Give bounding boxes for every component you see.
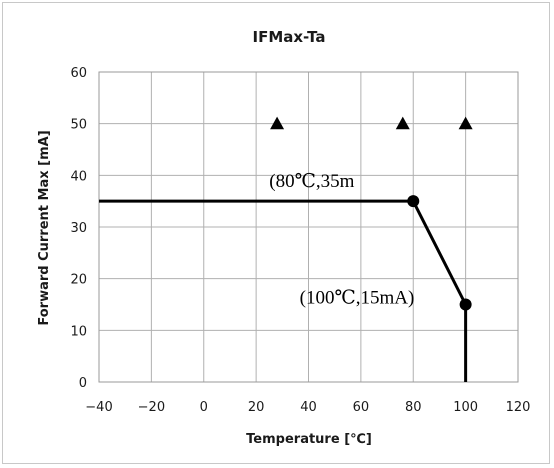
annotations: (80℃,35m (100℃,15mA) xyxy=(269,171,414,308)
x-tick-label: −20 xyxy=(138,400,165,415)
triangle-markers xyxy=(270,116,473,130)
plot-area xyxy=(98,71,519,383)
x-tick-label: 80 xyxy=(405,400,422,415)
triangle-marker xyxy=(270,116,285,130)
y-tick-label: 50 xyxy=(70,118,87,133)
x-tick-label: 100 xyxy=(453,400,478,415)
y-tick-label: 60 xyxy=(70,66,87,81)
x-tick-label: −40 xyxy=(85,400,112,415)
x-axis-label: Temperature [℃] xyxy=(246,432,372,447)
chart-frame xyxy=(2,2,550,464)
series-layer xyxy=(99,195,472,382)
x-tick-label: 20 xyxy=(248,400,265,415)
triangle-marker xyxy=(458,116,473,130)
y-tick-label: 30 xyxy=(70,221,87,236)
series-point xyxy=(407,195,420,208)
plot-border xyxy=(98,71,519,383)
x-tick-label: 120 xyxy=(506,400,531,415)
y-axis-ticks: 0 10 20 30 40 50 60 xyxy=(70,66,87,391)
series-point xyxy=(459,298,472,311)
annotation-label: (100℃,15mA) xyxy=(300,288,415,309)
annotation-label: (80℃,35m xyxy=(269,171,354,192)
x-tick-label: 40 xyxy=(300,400,317,415)
y-tick-label: 10 xyxy=(70,324,87,339)
series-line xyxy=(99,199,468,382)
y-tick-label: 40 xyxy=(70,169,87,184)
grid xyxy=(98,71,519,383)
y-tick-label: 20 xyxy=(70,273,87,288)
x-tick-label: 60 xyxy=(353,400,370,415)
y-axis-label: Forward Current Max [mA] xyxy=(37,130,52,325)
chart-title: IFMax-Ta xyxy=(253,28,326,46)
x-axis-ticks: −40 −20 0 20 40 60 80 100 120 xyxy=(85,400,530,415)
y-tick-label: 0 xyxy=(79,376,87,391)
triangle-marker xyxy=(395,116,410,130)
x-tick-label: 0 xyxy=(200,400,208,415)
